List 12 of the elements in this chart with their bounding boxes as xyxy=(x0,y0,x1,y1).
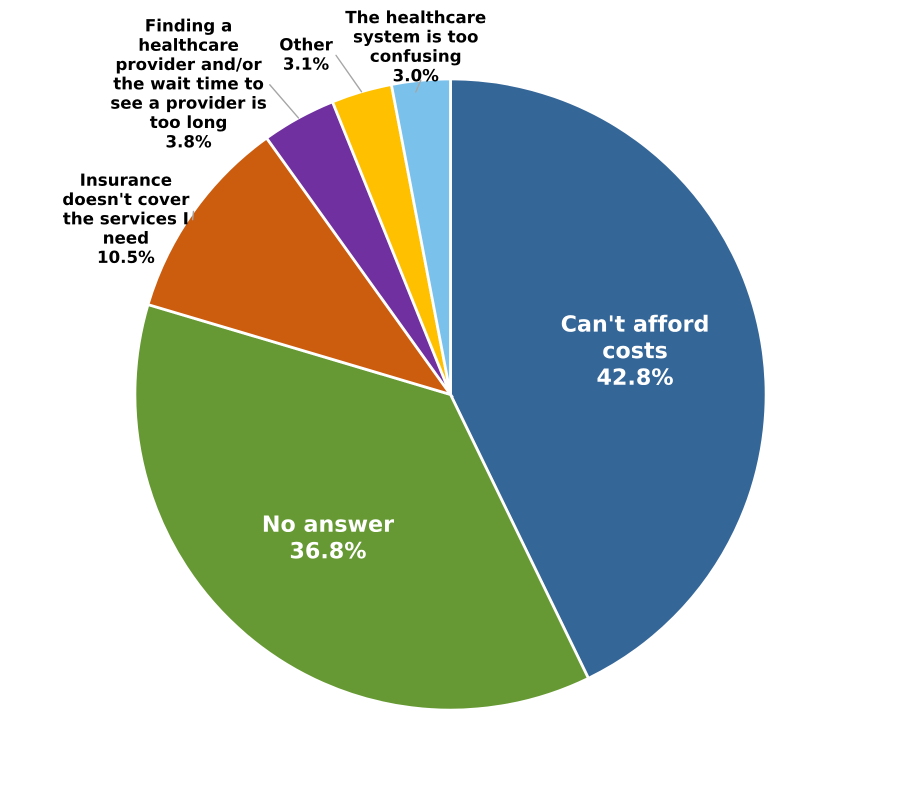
data-label: 3.8% xyxy=(166,135,212,148)
data-label: 3.0% xyxy=(394,68,438,82)
slice-label: Insurance doesn't cover the services I need xyxy=(63,174,190,244)
data-label: 36.8% xyxy=(290,542,366,559)
data-label: 10.5% xyxy=(98,250,154,264)
data-label: 42.8% xyxy=(597,368,673,386)
slice-label: Can't afford costs xyxy=(562,314,708,358)
slice-label: The healthcare system is too confusing xyxy=(345,10,486,66)
slice-label: Other xyxy=(280,38,333,51)
data-label: 3.1% xyxy=(284,57,329,70)
slice-label: Finding a healthcare provider and/or the wait time to see a provider is too long xyxy=(111,18,266,132)
slice-label: No answer xyxy=(264,516,394,532)
